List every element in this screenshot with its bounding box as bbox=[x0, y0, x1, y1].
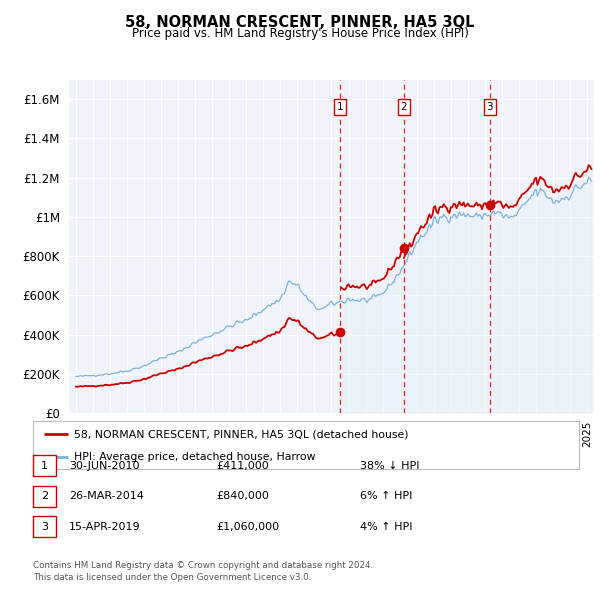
Text: £840,000: £840,000 bbox=[216, 491, 269, 501]
Text: 3: 3 bbox=[41, 522, 48, 532]
Text: 4% ↑ HPI: 4% ↑ HPI bbox=[360, 522, 413, 532]
Text: 1: 1 bbox=[41, 461, 48, 470]
Text: HPI: Average price, detached house, Harrow: HPI: Average price, detached house, Harr… bbox=[74, 452, 316, 462]
Text: 15-APR-2019: 15-APR-2019 bbox=[69, 522, 140, 532]
Text: 3: 3 bbox=[487, 102, 493, 112]
Text: 26-MAR-2014: 26-MAR-2014 bbox=[69, 491, 144, 501]
Text: 2: 2 bbox=[41, 491, 48, 501]
Text: This data is licensed under the Open Government Licence v3.0.: This data is licensed under the Open Gov… bbox=[33, 573, 311, 582]
Text: 6% ↑ HPI: 6% ↑ HPI bbox=[360, 491, 412, 501]
Text: 38% ↓ HPI: 38% ↓ HPI bbox=[360, 461, 419, 470]
Text: £1,060,000: £1,060,000 bbox=[216, 522, 279, 532]
Text: Price paid vs. HM Land Registry's House Price Index (HPI): Price paid vs. HM Land Registry's House … bbox=[131, 27, 469, 40]
Text: 58, NORMAN CRESCENT, PINNER, HA5 3QL: 58, NORMAN CRESCENT, PINNER, HA5 3QL bbox=[125, 15, 475, 30]
Text: Contains HM Land Registry data © Crown copyright and database right 2024.: Contains HM Land Registry data © Crown c… bbox=[33, 561, 373, 570]
Text: 58, NORMAN CRESCENT, PINNER, HA5 3QL (detached house): 58, NORMAN CRESCENT, PINNER, HA5 3QL (de… bbox=[74, 429, 409, 439]
Text: 1: 1 bbox=[337, 102, 343, 112]
Text: 2: 2 bbox=[400, 102, 407, 112]
Text: £411,000: £411,000 bbox=[216, 461, 269, 470]
Text: 30-JUN-2010: 30-JUN-2010 bbox=[69, 461, 139, 470]
